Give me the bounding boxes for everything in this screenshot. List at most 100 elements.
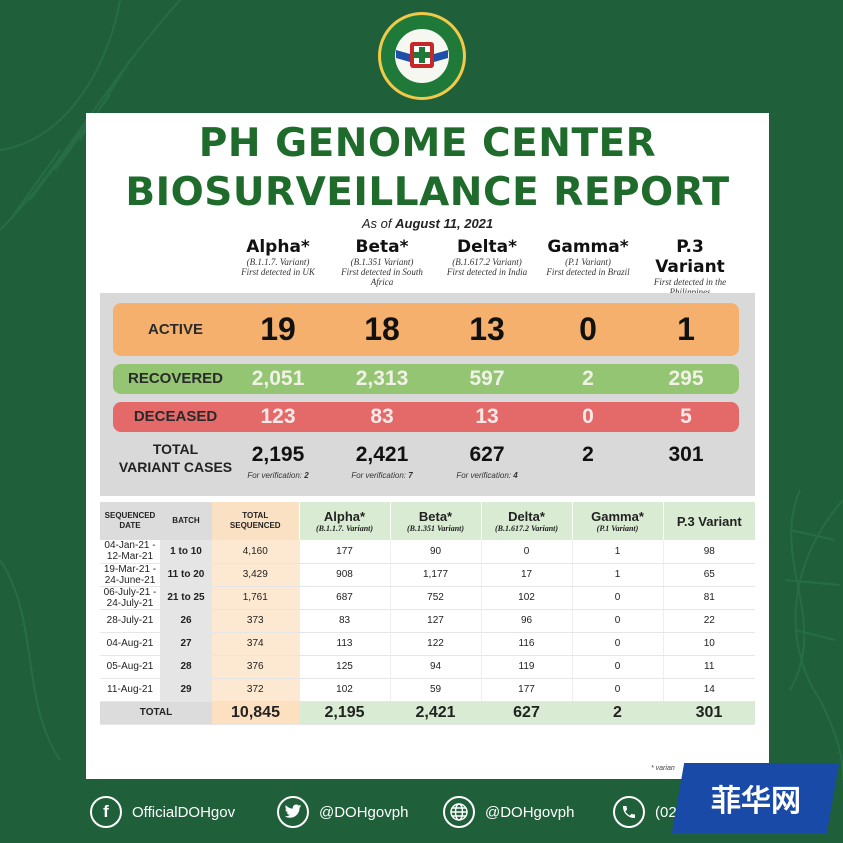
verification-alpha: For verification: 2: [247, 471, 309, 480]
cell-gamma: 1: [571, 563, 663, 587]
footer-phone[interactable]: (02): [613, 795, 682, 829]
twitter-handle: @DOHgovph: [319, 803, 409, 821]
cell-alpha: 113: [298, 632, 390, 656]
header-gamma: Gamma* (P.1 Variant): [571, 502, 663, 540]
deceased-label: DECEASED: [133, 408, 218, 425]
cell-p3: 14: [662, 678, 755, 702]
deceased-p3: 5: [680, 405, 692, 428]
cell-alpha: 908: [298, 563, 390, 587]
as-of-prefix: As of: [361, 216, 392, 231]
cell-batch: 29: [160, 678, 212, 702]
footnote: * varian: [651, 765, 675, 772]
variant-lineage: (B.1.1.7. Variant): [246, 257, 310, 267]
total-p3: 301: [668, 443, 704, 466]
total-row-sequenced: 10,845: [212, 701, 299, 725]
variant-lineage: (B.1.351 Variant): [350, 257, 414, 267]
header-batch: BATCH: [160, 502, 212, 540]
total-label-line2: VARIANT CASES: [118, 459, 233, 475]
variant-header-gamma: Gamma* (P.1 Variant) First detected in B…: [538, 237, 638, 277]
as-of-date: As of August 11, 2021: [86, 216, 769, 231]
facebook-icon: f: [90, 796, 122, 828]
cell-gamma: 0: [571, 609, 663, 633]
cell-batch: 21 to 25: [160, 586, 212, 610]
cell-gamma: 0: [571, 586, 663, 610]
watermark-logo: 菲华网: [671, 763, 840, 833]
active-p3: 1: [677, 311, 695, 347]
table-row: 11-Aug-21 29 372 102 59 177 0 14: [100, 678, 755, 702]
cell-total: 4,160: [212, 540, 299, 564]
variant-lineage: (P.1 Variant): [565, 257, 611, 267]
header-p3: P.3 Variant: [662, 502, 755, 540]
cell-alpha: 687: [298, 586, 390, 610]
cell-delta: 96: [480, 609, 572, 633]
variant-name: P.3 Variant: [655, 237, 725, 277]
deceased-bar: DECEASED 123 83 13 0 5: [113, 402, 739, 432]
variant-header-beta: Beta* (B.1.351 Variant) First detected i…: [332, 237, 432, 287]
table-row: 06-July-21 -24-July-21 21 to 25 1,761 68…: [100, 586, 755, 610]
cell-batch: 11 to 20: [160, 563, 212, 587]
total-label-line1: TOTAL: [152, 441, 199, 457]
cell-gamma: 0: [571, 678, 663, 702]
active-label: ACTIVE: [147, 321, 203, 338]
cell-total: 374: [212, 632, 299, 656]
variant-origin: First detected in Brazil: [546, 267, 630, 277]
cell-alpha: 177: [298, 540, 390, 564]
cell-alpha: 125: [298, 655, 390, 679]
cell-batch: 1 to 10: [160, 540, 212, 564]
cell-alpha: 83: [298, 609, 390, 633]
footer-website[interactable]: @DOHgovph: [443, 795, 574, 829]
variant-name: Beta*: [355, 237, 409, 257]
cell-batch: 26: [160, 609, 212, 633]
recovered-gamma: 2: [582, 367, 594, 390]
cell-p3: 22: [662, 609, 755, 633]
website-handle: @DOHgovph: [485, 803, 575, 821]
cell-p3: 10: [662, 632, 755, 656]
total-alpha: 2,195: [251, 443, 305, 466]
total-row-label: TOTAL: [100, 701, 212, 725]
header-delta: Delta* (B.1.617.2 Variant): [480, 502, 572, 540]
total-row-delta: 627: [481, 701, 572, 725]
summary-panel: ACTIVE 19 18 13 0 1 RECOVERED 2,051 2,31…: [100, 293, 755, 496]
cell-beta: 1,177: [389, 563, 481, 587]
cell-p3: 11: [662, 655, 755, 679]
deceased-delta: 13: [475, 405, 499, 428]
header-total-sequenced: TOTAL SEQUENCED: [212, 502, 299, 540]
cell-batch: 27: [160, 632, 212, 656]
cell-beta: 122: [389, 632, 481, 656]
table-row: 05-Aug-21 28 376 125 94 119 0 11: [100, 655, 755, 679]
cell-gamma: 0: [571, 632, 663, 656]
footer-twitter[interactable]: @DOHgovph: [277, 795, 408, 829]
recovered-label: RECOVERED: [127, 370, 224, 387]
cell-total: 373: [212, 609, 299, 633]
cell-beta: 59: [389, 678, 481, 702]
variant-name: Gamma*: [547, 237, 629, 257]
variant-origin: First detected in UK: [241, 267, 315, 277]
report-title-line2: BIOSURVEILLANCE REPORT: [125, 170, 730, 215]
cell-date: 04-Jan-21 -12-Mar-21: [100, 540, 160, 564]
total-row-p3: 301: [663, 701, 755, 725]
active-delta: 13: [469, 311, 505, 347]
deceased-gamma: 0: [582, 405, 594, 428]
cell-delta: 116: [480, 632, 572, 656]
cell-p3: 81: [662, 586, 755, 610]
total-variant-cases-label: TOTAL VARIANT CASES: [113, 440, 238, 476]
cell-date: 19-Mar-21 -24-June-21: [100, 563, 160, 587]
table-row: 04-Aug-21 27 374 113 122 116 0 10: [100, 632, 755, 656]
cell-total: 1,761: [212, 586, 299, 610]
globe-icon: [443, 796, 475, 828]
total-row-beta: 2,421: [390, 701, 481, 725]
header-alpha: Alpha* (B.1.1.7. Variant): [298, 502, 390, 540]
active-beta: 18: [364, 311, 400, 347]
cell-date: 28-July-21: [100, 609, 160, 633]
variant-lineage: (B.1.617.2 Variant): [452, 257, 522, 267]
total-delta: 627: [469, 443, 505, 466]
recovered-alpha: 2,051: [251, 367, 305, 390]
cell-gamma: 1: [571, 540, 663, 564]
cell-beta: 752: [389, 586, 481, 610]
variant-header-delta: Delta* (B.1.617.2 Variant) First detecte…: [437, 237, 537, 277]
deceased-alpha: 123: [260, 405, 296, 428]
table-row: 19-Mar-21 -24-June-21 11 to 20 3,429 908…: [100, 563, 755, 587]
cell-total: 376: [212, 655, 299, 679]
footer-facebook[interactable]: f OfficialDOHgov: [90, 795, 235, 829]
cell-batch: 28: [160, 655, 212, 679]
